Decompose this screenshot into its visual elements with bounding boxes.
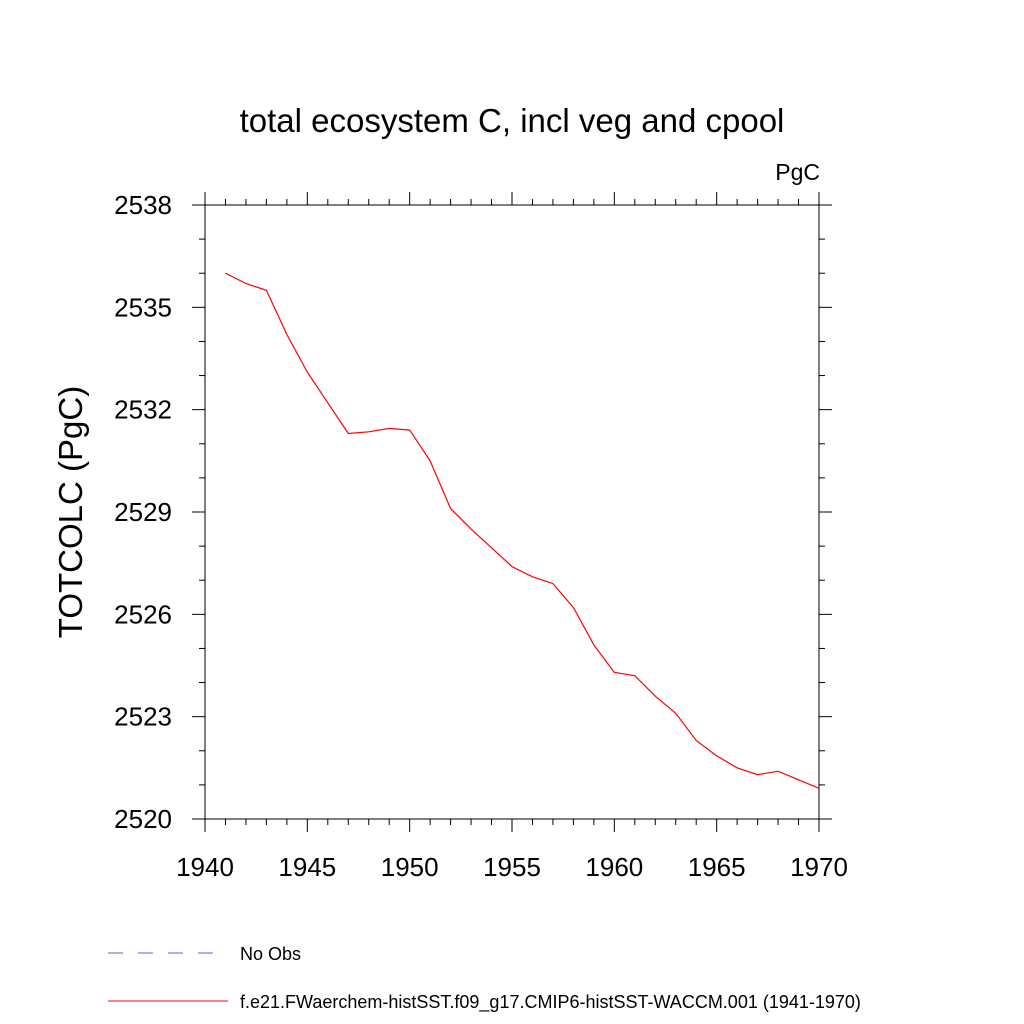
y-tick-label: 2526: [114, 599, 172, 629]
y-tick-label: 2529: [114, 497, 172, 527]
x-tick-label: 1945: [278, 852, 336, 882]
y-tick-label: 2538: [114, 190, 172, 220]
series-layer: [225, 272, 820, 789]
x-tick-label: 1965: [688, 852, 746, 882]
units-label: PgC: [775, 159, 820, 185]
x-tick-label: 1955: [483, 852, 541, 882]
y-axis-label: TOTCOLC (PgC): [52, 386, 89, 638]
x-tick-label: 1970: [790, 852, 848, 882]
y-tick-label: 2535: [114, 292, 172, 322]
legend: No Obs f.e21.FWaerchem-histSST.f09_g17.CM…: [108, 944, 861, 1013]
y-tick-label: 2532: [114, 395, 172, 425]
legend-label: No Obs: [240, 944, 301, 964]
chart-title: total ecosystem C, incl veg and cpool: [240, 102, 785, 139]
y-axis: 2520 2523 2526 2529 2532 2535 2538: [114, 190, 832, 834]
plot-frame: [204, 204, 820, 820]
series-line: [225, 272, 820, 789]
y-tick-label: 2523: [114, 702, 172, 732]
legend-label: f.e21.FWaerchem-histSST.f09_g17.CMIP6-hi…: [240, 992, 861, 1013]
x-tick-label: 1950: [381, 852, 439, 882]
y-tick-label: 2520: [114, 804, 172, 834]
x-axis: 1940 1945 1950 1955 1960 1965 1970: [176, 192, 848, 882]
x-tick-label: 1960: [585, 852, 643, 882]
x-tick-label: 1940: [176, 852, 234, 882]
